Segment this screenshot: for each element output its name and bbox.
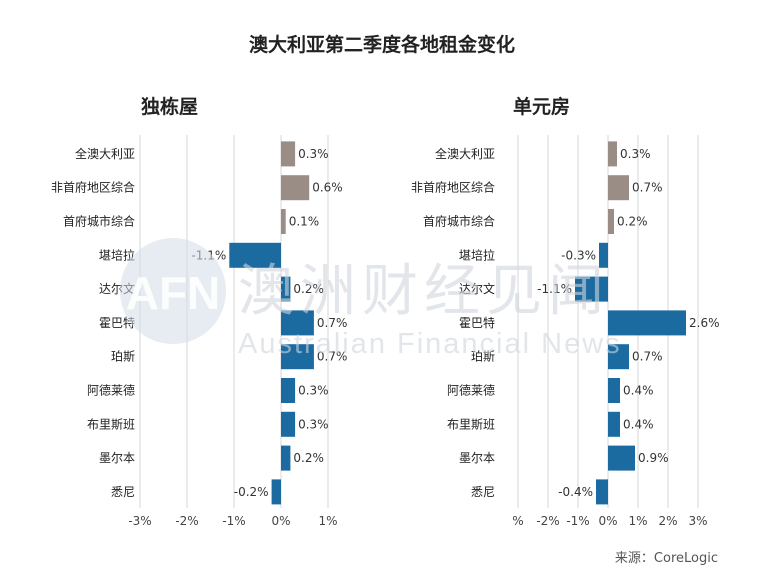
houses-category-label: 阿德莱德 xyxy=(87,383,135,398)
panel-title-houses: 独栋屋 xyxy=(141,96,199,118)
houses-x-tick-label: 0% xyxy=(271,514,290,528)
panel-title-units: 单元房 xyxy=(513,96,571,118)
units-category-label: 全澳大利亚 xyxy=(435,146,495,161)
houses-category-label: 悉尼 xyxy=(111,485,135,499)
units-data-label: -1.1% xyxy=(537,282,572,296)
units-bar xyxy=(608,209,614,234)
units-category-label: 首府城市综合 xyxy=(423,214,495,229)
units-x-tick-label: -2% xyxy=(536,514,559,528)
units-category-label: 布里斯班 xyxy=(447,417,495,431)
houses-x-tick-label: -3% xyxy=(128,514,151,528)
houses-bar xyxy=(281,141,296,167)
houses-bar xyxy=(281,445,291,471)
units-bar xyxy=(608,378,620,403)
units-bar xyxy=(599,242,608,268)
units-category-label: 达尔文 xyxy=(459,281,495,296)
houses-category-label: 堪培拉 xyxy=(99,247,135,262)
houses-bar xyxy=(281,411,296,437)
houses-data-label: 0.7% xyxy=(317,350,348,364)
houses-category-label: 珀斯 xyxy=(111,350,135,364)
houses-x-tick-label: 1% xyxy=(318,514,337,528)
units-bar xyxy=(608,175,629,201)
units-data-label: 0.4% xyxy=(623,384,654,398)
houses-bar xyxy=(271,479,281,505)
houses-category-label: 墨尔本 xyxy=(99,450,135,465)
units-category-label: 霍巴特 xyxy=(459,315,495,330)
units-category-label: 珀斯 xyxy=(471,350,495,364)
houses-data-label: 0.2% xyxy=(293,282,324,296)
houses-bar xyxy=(281,344,314,370)
chart-title: 澳大利亚第二季度各地租金变化 xyxy=(248,34,515,56)
houses-bar xyxy=(281,175,310,201)
units-bar xyxy=(608,310,686,336)
houses-category-label: 霍巴特 xyxy=(99,315,135,330)
units-data-label: 0.4% xyxy=(623,417,654,431)
units-x-tick-label: 3% xyxy=(688,514,707,528)
houses-data-label: 0.2% xyxy=(293,451,324,465)
units-data-label: 0.7% xyxy=(632,350,663,364)
houses-data-label: 0.3% xyxy=(298,384,329,398)
units-x-tick-label: 2% xyxy=(658,514,677,528)
houses-category-label: 达尔文 xyxy=(99,281,135,296)
houses-data-label: 0.7% xyxy=(317,316,348,330)
houses-category-label: 首府城市综合 xyxy=(63,214,135,229)
units-data-label: 0.2% xyxy=(617,215,648,229)
houses-category-label: 全澳大利亚 xyxy=(75,146,135,161)
units-category-label: 非首府地区综合 xyxy=(411,180,495,195)
houses-data-label: 0.6% xyxy=(312,181,343,195)
source-note: 来源：CoreLogic xyxy=(614,551,718,566)
units-x-tick-label: 0% xyxy=(598,514,617,528)
units-category-label: 阿德莱德 xyxy=(447,383,495,398)
units-bar xyxy=(596,479,608,505)
units-bar xyxy=(608,411,620,437)
units-bar xyxy=(575,276,608,302)
units-bar xyxy=(608,344,629,370)
houses-data-label: 0.1% xyxy=(289,215,320,229)
houses-data-label: -1.1% xyxy=(191,248,226,262)
units-x-tick-label: -1% xyxy=(566,514,589,528)
units-data-label: 0.9% xyxy=(638,451,669,465)
units-data-label: -0.4% xyxy=(558,485,593,499)
houses-bar xyxy=(281,276,291,302)
houses-category-label: 非首府地区综合 xyxy=(51,180,135,195)
houses-bar xyxy=(229,242,281,268)
units-category-label: 悉尼 xyxy=(471,485,495,499)
houses-bar xyxy=(281,310,314,336)
units-bar xyxy=(608,141,617,167)
units-data-label: -0.3% xyxy=(561,248,596,262)
houses-data-label: -0.2% xyxy=(234,485,269,499)
units-x-tick-label: % xyxy=(512,514,523,528)
houses-bar xyxy=(281,209,286,234)
units-data-label: 2.6% xyxy=(689,316,720,330)
houses-data-label: 0.3% xyxy=(298,147,329,161)
houses-bar xyxy=(281,378,296,403)
houses-x-tick-label: -1% xyxy=(222,514,245,528)
units-category-label: 墨尔本 xyxy=(459,450,495,465)
units-data-label: 0.7% xyxy=(632,181,663,195)
units-data-label: 0.3% xyxy=(620,147,651,161)
houses-x-tick-label: -2% xyxy=(175,514,198,528)
units-bar xyxy=(608,445,635,471)
units-category-label: 堪培拉 xyxy=(459,247,495,262)
houses-category-label: 布里斯班 xyxy=(87,417,135,431)
units-x-tick-label: 1% xyxy=(628,514,647,528)
houses-data-label: 0.3% xyxy=(298,417,329,431)
